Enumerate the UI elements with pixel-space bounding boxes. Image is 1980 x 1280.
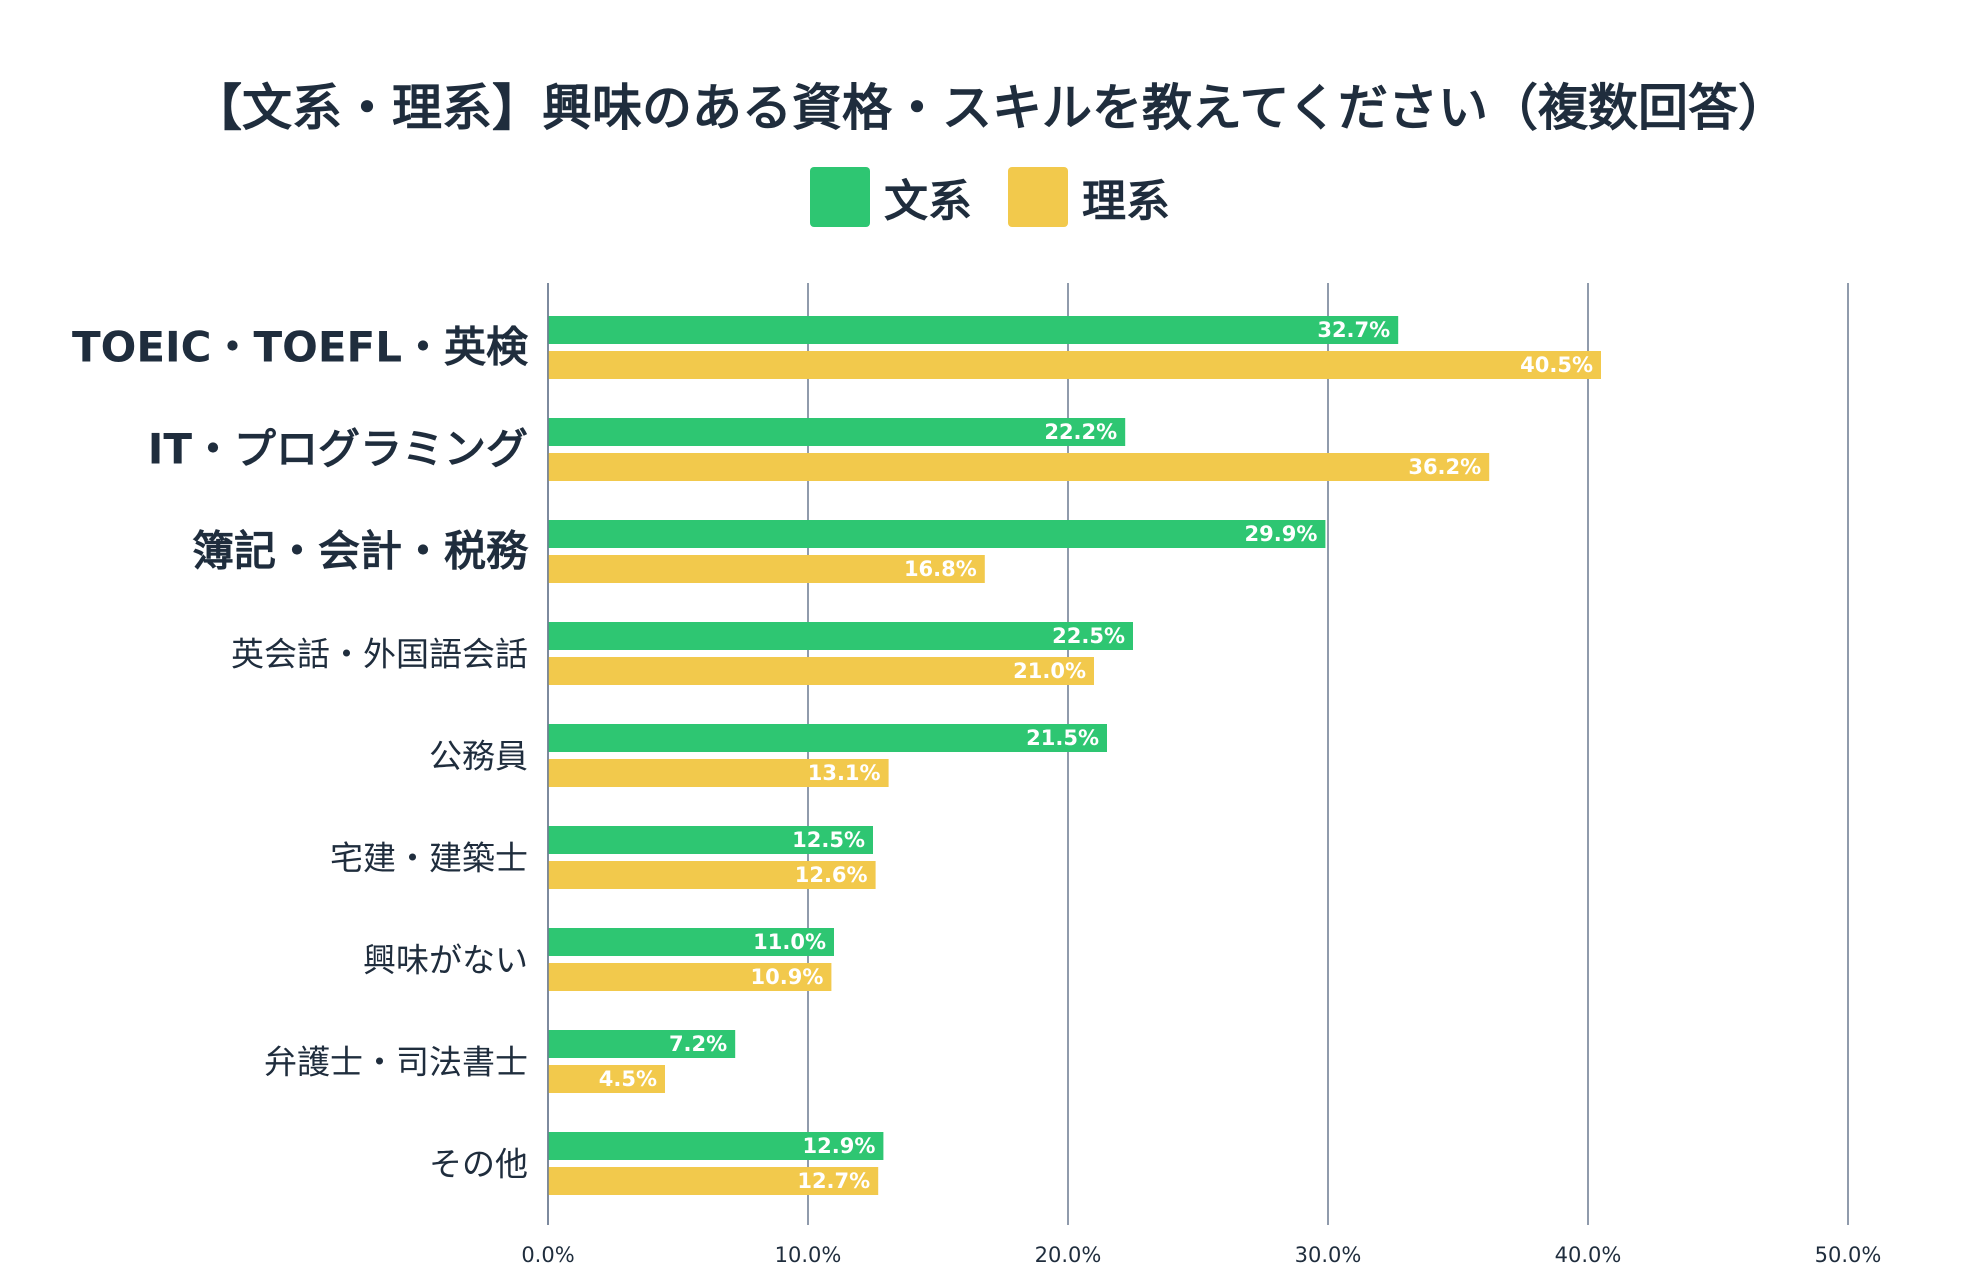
data-label: 12.5% bbox=[792, 828, 865, 852]
data-label: 12.9% bbox=[803, 1134, 876, 1158]
category-label: TOEIC・TOEFL・英検 bbox=[72, 323, 529, 372]
bar-rikei bbox=[548, 351, 1601, 379]
data-label: 40.5% bbox=[1520, 353, 1593, 377]
chart-title: 【文系・理系】興味のある資格・スキルを教えてください（複数回答） bbox=[192, 79, 1788, 137]
legend: 文系 理系 bbox=[0, 165, 1980, 229]
data-label: 29.9% bbox=[1245, 522, 1318, 546]
category-label: 宅建・建築士 bbox=[330, 839, 528, 878]
bar-rikei bbox=[548, 963, 832, 991]
bar-rikei bbox=[548, 759, 889, 787]
bar-bunkei bbox=[548, 520, 1326, 548]
bar-rikei bbox=[548, 555, 985, 583]
data-label: 7.2% bbox=[669, 1032, 727, 1056]
bar-bunkei bbox=[548, 826, 873, 854]
data-label: 36.2% bbox=[1408, 455, 1481, 479]
data-label: 12.7% bbox=[797, 1169, 870, 1193]
legend-swatch-rikei bbox=[1008, 167, 1068, 227]
data-label: 22.2% bbox=[1044, 420, 1117, 444]
bar-bunkei bbox=[548, 1030, 736, 1058]
bar-rikei bbox=[548, 1065, 665, 1093]
category-label: 弁護士・司法書士 bbox=[264, 1043, 528, 1082]
data-label: 11.0% bbox=[753, 930, 826, 954]
legend-item-bunkei: 文系 bbox=[810, 165, 972, 229]
legend-item-rikei: 理系 bbox=[1008, 165, 1170, 229]
bar-rikei bbox=[548, 657, 1094, 685]
bar-rikei bbox=[548, 861, 876, 889]
data-label: 12.6% bbox=[795, 863, 868, 887]
data-label: 13.1% bbox=[808, 761, 881, 785]
data-label: 10.9% bbox=[751, 965, 824, 989]
bar-rikei bbox=[548, 1167, 879, 1195]
x-tick-label: 20.0% bbox=[1035, 1243, 1102, 1267]
data-label: 32.7% bbox=[1317, 318, 1390, 342]
bar-bunkei bbox=[548, 928, 834, 956]
data-label: 22.5% bbox=[1052, 624, 1125, 648]
category-label: 興味がない bbox=[363, 941, 528, 980]
category-label: IT・プログラミング bbox=[148, 425, 528, 474]
data-label: 16.8% bbox=[904, 557, 977, 581]
x-tick-label: 10.0% bbox=[775, 1243, 842, 1267]
category-label: 公務員 bbox=[429, 737, 528, 776]
bar-bunkei bbox=[548, 418, 1126, 446]
bar-bunkei bbox=[548, 622, 1133, 650]
category-label: 英会話・外国語会話 bbox=[231, 635, 528, 674]
category-label: 簿記・会計・税務 bbox=[192, 527, 529, 576]
category-label: その他 bbox=[429, 1145, 528, 1184]
bar-bunkei bbox=[548, 1132, 884, 1160]
data-label: 21.5% bbox=[1026, 726, 1099, 750]
legend-swatch-bunkei bbox=[810, 167, 870, 227]
data-label: 21.0% bbox=[1013, 659, 1086, 683]
legend-label-bunkei: 文系 bbox=[884, 176, 972, 227]
legend-label-rikei: 理系 bbox=[1082, 176, 1170, 227]
data-label: 4.5% bbox=[599, 1067, 657, 1091]
x-tick-label: 30.0% bbox=[1295, 1243, 1362, 1267]
bar-bunkei bbox=[548, 724, 1107, 752]
x-tick-label: 0.0% bbox=[521, 1243, 574, 1267]
x-tick-label: 50.0% bbox=[1815, 1243, 1882, 1267]
x-tick-label: 40.0% bbox=[1555, 1243, 1622, 1267]
bar-rikei bbox=[548, 453, 1490, 481]
bar-bunkei bbox=[548, 316, 1399, 344]
